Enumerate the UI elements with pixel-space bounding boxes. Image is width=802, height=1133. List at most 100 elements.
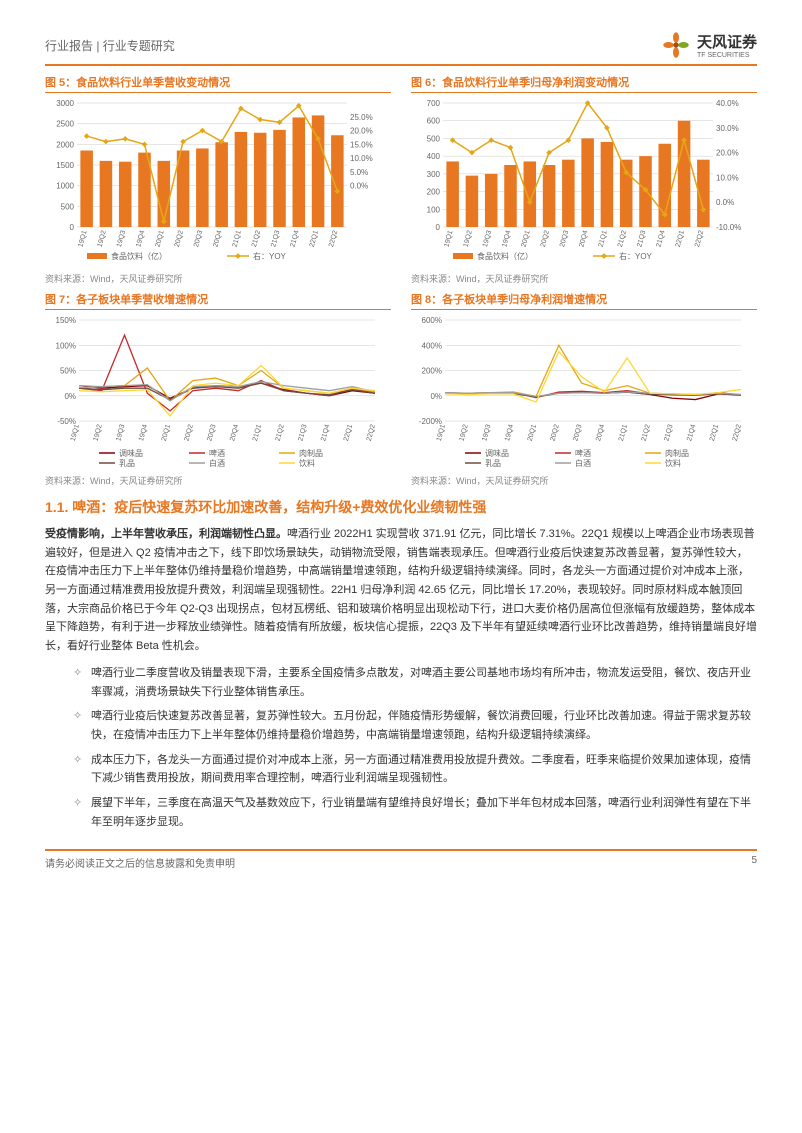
svg-text:20Q1: 20Q1 [155,230,166,248]
svg-text:20Q3: 20Q3 [559,230,570,248]
page-header: 行业报告 | 行业专题研究 天风证券 TF SECURITIES [45,30,757,66]
svg-text:21Q4: 21Q4 [320,424,331,442]
svg-text:21Q2: 21Q2 [641,424,652,442]
chart5-title: 图 5：食品饮料行业单季营收变动情况 [45,74,391,93]
chart5: 05001000150020002500300025.0%20.0%15.0%1… [45,97,385,267]
svg-text:0: 0 [70,223,75,232]
svg-text:22Q1: 22Q1 [709,424,720,442]
svg-text:20Q4: 20Q4 [595,424,606,442]
svg-text:20.0%: 20.0% [716,149,739,158]
svg-text:0%: 0% [64,392,76,401]
main-paragraph: 受疫情影响，上半年营收承压，利润端韧性凸显。啤酒行业 2022H1 实现营收 3… [45,525,757,656]
svg-text:啤酒: 啤酒 [575,448,591,458]
svg-text:150%: 150% [56,316,76,325]
company-name-cn: 天风证券 [697,31,757,52]
svg-text:19Q3: 19Q3 [482,230,493,248]
svg-text:19Q4: 19Q4 [135,230,146,248]
chart7: -50%0%50%100%150%19Q119Q219Q319Q420Q120Q… [45,314,385,469]
svg-text:50%: 50% [60,367,76,376]
svg-text:500: 500 [61,202,75,211]
svg-text:400%: 400% [422,341,442,350]
bullet-item: 啤酒行业疫后快速复苏改善显著，复苏弹性较大。五月份起，伴随疫情形势缓解，餐饮消费… [73,707,757,744]
svg-text:700: 700 [427,99,441,108]
svg-text:22Q2: 22Q2 [694,230,705,248]
svg-text:22Q1: 22Q1 [309,230,320,248]
svg-text:19Q2: 19Q2 [459,424,470,442]
svg-text:21Q2: 21Q2 [275,424,286,442]
svg-text:15.0%: 15.0% [350,140,373,149]
svg-text:20Q2: 20Q2 [174,230,185,248]
svg-text:21Q3: 21Q3 [663,424,674,442]
svg-text:500: 500 [427,134,441,143]
company-logo: 天风证券 TF SECURITIES [661,30,757,60]
svg-text:21Q1: 21Q1 [598,230,609,248]
bullet-list: 啤酒行业二季度营收及销量表现下滑，主要系全国疫情多点散发，对啤酒主要公司基地市场… [45,664,757,832]
svg-text:21Q4: 21Q4 [686,424,697,442]
svg-text:20Q2: 20Q2 [184,424,195,442]
svg-text:2000: 2000 [56,140,74,149]
svg-text:10.0%: 10.0% [350,154,373,163]
flower-icon [661,30,691,60]
disclaimer: 请务必阅读正文之后的信息披露和免责申明 [45,855,235,870]
svg-text:19Q1: 19Q1 [77,230,88,248]
svg-text:右：YOY: 右：YOY [619,251,653,261]
svg-text:20Q1: 20Q1 [521,230,532,248]
svg-text:食品饮料（亿）: 食品饮料（亿） [477,251,533,261]
svg-text:19Q2: 19Q2 [463,230,474,248]
svg-text:20Q3: 20Q3 [193,230,204,248]
chart8-title: 图 8：各子板块单季归母净利润增速情况 [411,291,757,310]
svg-text:肉制品: 肉制品 [299,448,323,458]
bullet-item: 展望下半年，三季度在高温天气及基数效应下，行业销量端有望维持良好增长；叠加下半年… [73,794,757,831]
svg-text:19Q1: 19Q1 [443,230,454,248]
svg-text:21Q1: 21Q1 [618,424,629,442]
svg-text:饮料: 饮料 [665,458,681,468]
svg-text:25.0%: 25.0% [350,113,373,122]
chart7-title: 图 7：各子板块单季营收增速情况 [45,291,391,310]
chart8-source: 资料来源：Wind，天风证券研究所 [411,474,757,487]
svg-text:20Q1: 20Q1 [161,424,172,442]
svg-text:19Q1: 19Q1 [436,424,447,442]
svg-text:19Q4: 19Q4 [501,230,512,248]
svg-text:-200%: -200% [419,417,442,426]
svg-text:饮料: 饮料 [299,458,315,468]
svg-text:0%: 0% [430,392,442,401]
svg-text:21Q3: 21Q3 [270,230,281,248]
svg-text:21Q4: 21Q4 [290,230,301,248]
svg-text:3000: 3000 [56,99,74,108]
svg-text:乳品: 乳品 [119,458,135,468]
svg-text:22Q1: 22Q1 [343,424,354,442]
svg-text:0.0%: 0.0% [350,182,368,191]
svg-text:白酒: 白酒 [575,458,591,468]
chart6-source: 资料来源：Wind，天风证券研究所 [411,272,757,285]
svg-text:1000: 1000 [56,182,74,191]
svg-text:22Q2: 22Q2 [328,230,339,248]
svg-text:10.0%: 10.0% [716,173,739,182]
svg-text:1500: 1500 [56,161,74,170]
svg-text:2500: 2500 [56,120,74,129]
svg-text:20Q2: 20Q2 [540,230,551,248]
svg-text:乳品: 乳品 [485,458,501,468]
svg-text:0.0%: 0.0% [716,198,734,207]
section-heading: 1.1. 啤酒：疫后快速复苏环比加速改善，结构升级+费效优化业绩韧性强 [45,497,757,517]
svg-text:调味品: 调味品 [485,448,509,458]
chart5-source: 资料来源：Wind，天风证券研究所 [45,272,391,285]
svg-text:啤酒: 啤酒 [209,448,225,458]
svg-text:肉制品: 肉制品 [665,448,689,458]
svg-text:21Q1: 21Q1 [252,424,263,442]
breadcrumb: 行业报告 | 行业专题研究 [45,37,175,54]
company-name-en: TF SECURITIES [697,52,757,59]
svg-text:20Q2: 20Q2 [550,424,561,442]
svg-text:40.0%: 40.0% [716,99,739,108]
svg-text:600%: 600% [422,316,442,325]
svg-text:22Q1: 22Q1 [675,230,686,248]
svg-text:5.0%: 5.0% [350,168,368,177]
svg-text:30.0%: 30.0% [716,124,739,133]
svg-text:21Q3: 21Q3 [636,230,647,248]
svg-text:19Q1: 19Q1 [70,424,81,442]
svg-text:调味品: 调味品 [119,448,143,458]
svg-text:21Q2: 21Q2 [251,230,262,248]
svg-text:21Q4: 21Q4 [656,230,667,248]
svg-text:19Q4: 19Q4 [504,424,515,442]
chart6-title: 图 6：食品饮料行业单季归母净利润变动情况 [411,74,757,93]
chart7-source: 资料来源：Wind，天风证券研究所 [45,474,391,487]
